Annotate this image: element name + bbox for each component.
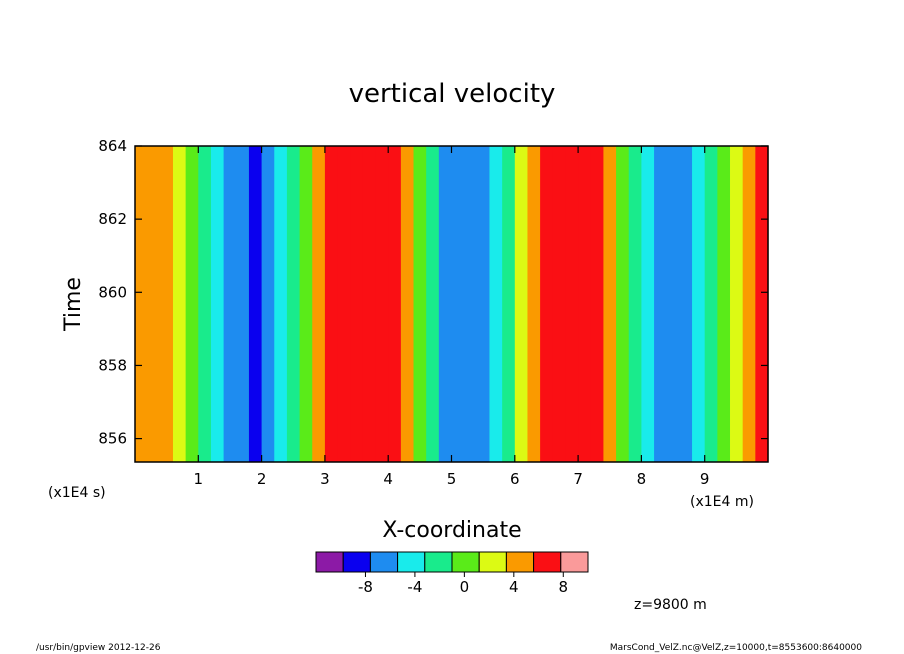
axis-ticks: 1 2 3 4 5 6 7 8 9 856 858 860 862 864	[98, 137, 768, 488]
heatmap-column	[489, 146, 503, 462]
heatmap-column	[147, 146, 161, 462]
colorbar-swatch	[451, 551, 480, 573]
heatmap-column	[172, 146, 187, 462]
heatmap-column	[540, 146, 554, 462]
heatmap-column	[388, 146, 402, 462]
colorbar: -8 -4 0 4 8	[315, 551, 589, 596]
y-tick-label: 856	[98, 430, 127, 448]
heatmap-column	[438, 146, 453, 462]
x-axis-title: X-coordinate	[382, 518, 521, 543]
colorbar-label: -8	[358, 578, 373, 596]
heatmap-column	[135, 146, 149, 462]
plot-area: 1 2 3 4 5 6 7 8 9 856 858 860 862 864	[98, 137, 769, 488]
heatmap-column	[160, 146, 174, 462]
colorbar-label: -4	[407, 578, 422, 596]
heatmap-column	[362, 146, 377, 462]
heatmap-column	[578, 146, 592, 462]
heatmap-column	[717, 146, 731, 462]
colorbar-swatch	[505, 551, 535, 573]
y-tick-label: 858	[98, 356, 127, 374]
heatmap-column	[198, 146, 212, 462]
heatmap-column	[679, 146, 693, 462]
heatmap-column	[616, 146, 630, 462]
heatmap-column	[742, 146, 756, 462]
y-tick-label: 860	[98, 283, 127, 301]
heatmap-column	[236, 146, 250, 462]
heatmap-column	[464, 146, 478, 462]
heatmap-column	[426, 146, 440, 462]
heatmap-column	[730, 146, 744, 462]
heatmap-column	[324, 146, 339, 462]
colorbar-swatch	[533, 551, 562, 573]
heatmap-column	[502, 146, 516, 462]
heatmap-column	[590, 146, 605, 462]
heatmap-column	[248, 146, 263, 462]
x-tick-label: 2	[257, 470, 267, 488]
heatmap-column	[476, 146, 491, 462]
heatmap-column	[514, 146, 529, 462]
heatmap-column	[274, 146, 288, 462]
colorbar-swatch	[342, 551, 371, 573]
footer-left: /usr/bin/gpview 2012-12-26	[36, 643, 161, 653]
x-axis-unit: (x1E4 m)	[690, 494, 754, 510]
colorbar-label: 4	[509, 578, 519, 596]
x-tick-label: 4	[383, 470, 393, 488]
heatmap-column	[185, 146, 199, 462]
heatmap-column	[552, 146, 567, 462]
x-tick-label: 1	[194, 470, 204, 488]
colorbar-swatch	[478, 551, 507, 573]
heatmap-column	[755, 146, 769, 462]
heatmap-column	[223, 146, 237, 462]
heatmap-column	[527, 146, 541, 462]
x-tick-label: 6	[510, 470, 520, 488]
x-tick-label: 3	[320, 470, 330, 488]
x-tick-label: 9	[700, 470, 710, 488]
y-tick-label: 864	[98, 137, 127, 155]
heatmap-column	[210, 146, 225, 462]
heatmap-column	[413, 146, 427, 462]
heatmap-column	[312, 146, 326, 462]
heatmap-column	[299, 146, 313, 462]
colorbar-swatch	[315, 551, 344, 573]
heatmap-column	[565, 146, 579, 462]
heatmap-column	[628, 146, 642, 462]
heatmap-column	[603, 146, 617, 462]
heatmap-column	[375, 146, 389, 462]
heatmap-column	[654, 146, 668, 462]
heatmap-column	[692, 146, 706, 462]
heatmap-column	[641, 146, 655, 462]
level-annotation: z=9800 m	[634, 597, 707, 613]
colorbar-swatch	[369, 551, 399, 573]
colorbar-label: 8	[558, 578, 568, 596]
colorbar-swatch	[560, 551, 589, 573]
x-tick-label: 8	[637, 470, 647, 488]
y-tick-label: 862	[98, 210, 127, 228]
heatmap-column	[286, 146, 301, 462]
heatmap-column	[350, 146, 364, 462]
colorbar-swatch	[424, 551, 453, 573]
x-tick-label: 7	[573, 470, 583, 488]
chart-title: vertical velocity	[349, 79, 556, 109]
y-axis-unit: (x1E4 s)	[48, 485, 106, 501]
heatmap-columns	[135, 146, 769, 462]
heatmap-column	[704, 146, 718, 462]
heatmap-column	[451, 146, 465, 462]
heatmap-column	[400, 146, 415, 462]
y-axis-title: Time	[61, 277, 86, 332]
colorbar-swatch	[397, 551, 426, 573]
heatmap-column	[261, 146, 275, 462]
colorbar-label: 0	[460, 578, 470, 596]
heatmap-column	[666, 146, 680, 462]
heatmap-column	[337, 146, 351, 462]
footer-right: MarsCond_VelZ.nc@VelZ,z=10000,t=8553600:…	[610, 643, 862, 653]
x-tick-label: 5	[447, 470, 457, 488]
